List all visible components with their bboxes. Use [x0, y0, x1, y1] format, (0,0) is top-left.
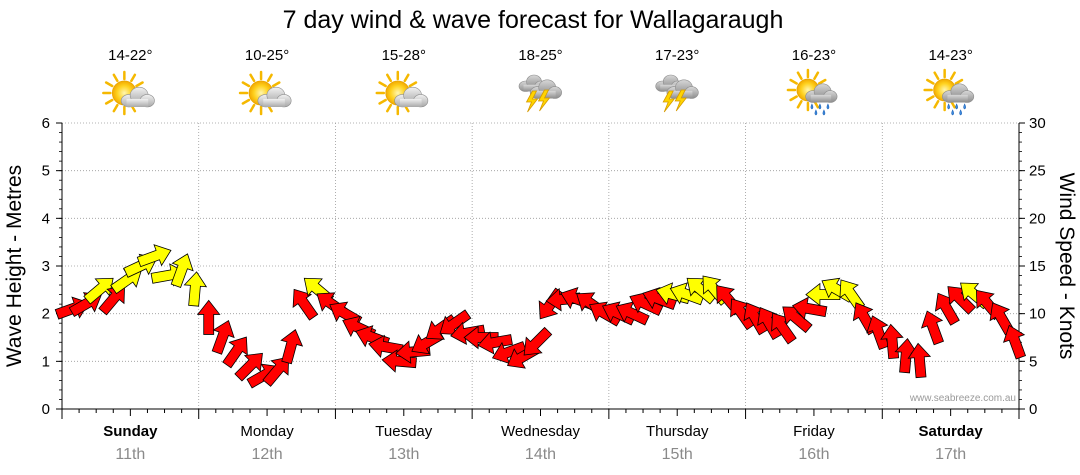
- wind-arrow: [523, 326, 553, 356]
- partly-cloudy-sun-icon: [375, 70, 429, 116]
- date-label-wednesday: 14th: [525, 446, 556, 463]
- wind-arrow: [1002, 324, 1027, 360]
- lightning-bolt: [674, 89, 688, 112]
- day-label-saturday: Saturday: [919, 423, 984, 440]
- wind-arrow: [538, 287, 565, 320]
- lightning-bolt: [525, 90, 539, 113]
- right-tick-label: 0: [1029, 401, 1037, 418]
- wind-arrow: [920, 310, 944, 346]
- wind-arrow: [183, 271, 208, 307]
- day-label-sunday: Sunday: [103, 423, 158, 440]
- right-tick-label: 10: [1029, 306, 1046, 323]
- left-tick-label: 4: [42, 210, 50, 227]
- wind-arrow: [463, 325, 499, 350]
- watermark: www.seabreeze.com.au: [909, 393, 1016, 404]
- lightning-bolt: [537, 89, 551, 112]
- wind-arrow: [791, 296, 828, 320]
- date-label-friday: 16th: [798, 446, 829, 463]
- partly-cloudy-sun-icon: [102, 70, 155, 116]
- day-label-wednesday: Wednesday: [501, 423, 580, 440]
- wind-arrow: [615, 301, 650, 326]
- sun-cloud-rain-icon: [786, 68, 838, 116]
- wind-arrow: [782, 306, 813, 334]
- wind-arrow: [280, 329, 304, 365]
- left-tick-label: 1: [42, 353, 50, 370]
- date-label-monday: 12th: [252, 446, 283, 463]
- date-label-saturday: 17th: [935, 446, 966, 463]
- chart-title: 7 day wind & wave forecast for Wallagara…: [283, 6, 784, 34]
- left-tick-label: 3: [42, 258, 50, 275]
- wind-arrow: [292, 288, 319, 321]
- wind-arrow: [439, 309, 472, 335]
- left-tick-label: 0: [42, 401, 50, 418]
- wind-arrow: [196, 299, 221, 335]
- temp-range-wednesday: 18-25°: [518, 47, 562, 64]
- wind-arrow: [211, 319, 235, 355]
- temp-range-thursday: 17-23°: [655, 47, 699, 64]
- cloud-shape: [805, 83, 838, 103]
- wind-arrow: [771, 312, 797, 345]
- date-label-tuesday: 13th: [388, 446, 419, 463]
- date-label-sunday: 11th: [115, 446, 145, 463]
- day-label-thursday: Thursday: [646, 423, 709, 440]
- day-label-monday: Monday: [240, 423, 294, 440]
- wind-arrow: [907, 342, 932, 379]
- right-tick-label: 20: [1029, 210, 1046, 227]
- wind-arrow: [934, 292, 960, 326]
- right-tick-label: 25: [1029, 163, 1046, 180]
- day-label-friday: Friday: [793, 423, 835, 440]
- day-label-tuesday: Tuesday: [375, 423, 432, 440]
- sun-cloud-rain-icon: [923, 68, 975, 116]
- left-axis-title: Wave Height - Metres: [3, 165, 26, 367]
- wind-arrow: [234, 352, 263, 382]
- wind-arrow: [839, 279, 866, 312]
- wind-arrow: [381, 349, 417, 373]
- cloud-shape: [942, 83, 975, 103]
- temp-range-tuesday: 15-28°: [382, 47, 426, 64]
- temp-range-monday: 10-25°: [245, 47, 289, 64]
- lightning-bolt: [662, 90, 676, 113]
- wind-arrow: [83, 277, 114, 305]
- wind-arrow: [477, 331, 513, 355]
- wind-arrow: [894, 337, 919, 374]
- temp-range-saturday: 14-23°: [928, 47, 972, 64]
- cloud-shape: [120, 86, 155, 108]
- thunderstorm-icon: [655, 74, 699, 113]
- left-tick-label: 6: [42, 115, 50, 132]
- left-tick-label: 2: [42, 306, 50, 323]
- rain-drops: [947, 103, 966, 116]
- partly-cloudy-sun-icon: [238, 70, 292, 116]
- right-tick-label: 15: [1029, 258, 1046, 275]
- wind-arrow: [947, 286, 977, 315]
- thunderstorm-icon: [518, 74, 562, 113]
- wind-arrow: [222, 336, 248, 369]
- right-axis-title: Wind Speed - Knots: [1055, 173, 1078, 360]
- wind-arrow: [136, 244, 172, 268]
- right-tick-label: 5: [1029, 353, 1037, 370]
- temp-range-friday: 16-23°: [792, 47, 836, 64]
- temp-range-sunday: 14-22°: [108, 47, 152, 64]
- rain-drops: [810, 103, 830, 116]
- left-tick-label: 5: [42, 163, 50, 180]
- cloud-shape: [394, 86, 429, 108]
- date-label-thursday: 15th: [662, 446, 693, 463]
- wind-arrow: [170, 253, 194, 289]
- wind-arrow: [491, 341, 527, 365]
- wind-arrow: [262, 356, 290, 387]
- cloud-shape: [257, 86, 292, 108]
- wind-arrow: [98, 285, 126, 316]
- right-tick-label: 30: [1029, 115, 1046, 132]
